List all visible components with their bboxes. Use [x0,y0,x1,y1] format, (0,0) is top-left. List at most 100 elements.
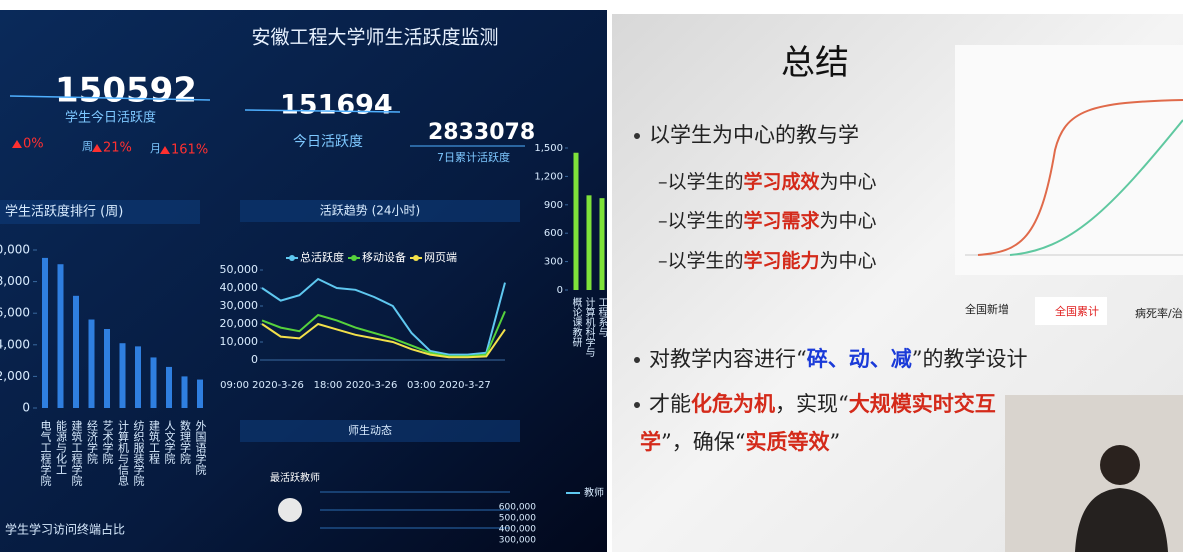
highlight: 学 [640,429,661,454]
person-body [1075,488,1168,552]
bar [42,257,48,408]
curve [977,99,1183,256]
y-tick-label: 40,000 [220,281,259,294]
slide-line: 才能化危为机，实现“大规模实时交互 [649,391,996,416]
dashboard-title: 安徽工程大学师生活跃度监测 [251,27,498,49]
bar [197,379,203,408]
y-tick-label: 0 [22,401,30,415]
text-part: –以学生的 [658,250,744,272]
text-part: 为中心 [820,171,877,193]
tick-label: 600,000 [499,503,536,513]
stat-label: 学生今日活跃度 [65,110,156,126]
up-arrow [160,146,170,154]
x-tick-label: 工程系与 [596,297,608,338]
bar [586,195,592,290]
y-tick-label: 10,000 [0,243,30,257]
y-tick-label: 4,000 [0,337,30,351]
highlight: 化危为机 [691,391,775,416]
x-tick-label: 计算机科学与 [583,296,595,358]
text-part: ”，确保“ [661,430,745,454]
stat-value: 151694 [280,90,393,121]
stat-label: 今日活跃度 [293,134,363,150]
bar [599,198,605,290]
bar [181,376,188,408]
legend-label: 总活跃度 [300,250,344,264]
section-header [240,420,520,442]
highlight: 大规模实时交互 [849,391,996,416]
stat-rule [9,95,211,101]
highlight: 碎、动、减 [807,346,912,371]
text-part: ”的教学设计 [912,347,1028,371]
x-tick-label: 数理学院 [179,420,192,464]
highlight: 学习能力 [744,249,820,272]
y-tick-label: 0 [557,285,563,296]
y-tick-label: 8,000 [0,274,30,288]
tick-label: 400,000 [499,525,536,535]
section-title: 活跃趋势 (24小时) [320,204,420,218]
stat-value: 150592 [55,71,197,111]
feed-label: 最活跃教师 [270,471,320,484]
text-part: 为中心 [820,250,877,272]
stat-period: 周 [82,140,93,153]
x-tick-label: 03:00 2020-3-27 [407,380,491,391]
bar [119,343,126,408]
bar [57,264,64,408]
bar [150,357,157,408]
highlight: 实质等效 [745,429,829,454]
slide-line: –以学生的学习需求为中心 [658,209,877,232]
y-tick-label: 30,000 [220,299,259,312]
bar [104,329,110,408]
bar [73,295,79,408]
highlight: 学习成效 [744,170,820,193]
stat-change: 161% [171,143,208,158]
tab-active-bg [1035,297,1107,325]
section-title: 学生学习访问终端占比 [5,522,125,537]
text-part: 才能 [649,392,691,416]
y-tick-label: 600 [544,228,563,239]
x-tick-label: 18:00 2020-3-26 [314,380,398,391]
stat-change: 21% [103,141,132,156]
section-title: 师生动态 [348,423,392,437]
x-tick-label: 能源与化工 [55,419,68,475]
slide-line: –以学生的学习能力为中心 [658,249,877,272]
legend-dot [413,255,419,261]
x-tick-label: 计算机与信息 [117,420,130,486]
section-header [0,200,200,224]
up-arrow [12,140,22,148]
y-tick-label: 900 [544,200,563,211]
section-header [240,200,520,222]
y-tick-label: 1,200 [534,171,563,182]
bar [573,152,579,290]
tick-label: 300,000 [499,536,536,546]
bar [166,366,172,408]
text-part: ，实现“ [775,392,849,416]
section-title: 学生活跃度排行 (周) [5,204,123,220]
slide-text: 以学生为中心的教与学–以学生的学习成效为中心–以学生的学习需求为中心–以学生的学… [634,123,1028,454]
bar [135,346,141,408]
text-part: 为中心 [820,210,877,232]
slide-line: 学”，确保“实质等效” [640,429,840,454]
bar [88,319,95,408]
text-part: 以学生为中心的教与学 [649,123,859,147]
stat-label: 7日累计活跃度 [437,150,510,164]
legend-label: 移动设备 [362,250,406,264]
slide-line: 对教学内容进行“碎、动、减”的教学设计 [649,346,1028,371]
y-tick-label: 10,000 [220,335,259,348]
avatar [278,498,302,522]
legend-dot [289,255,295,261]
text-part: –以学生的 [658,171,744,193]
dashboard-panel: 安徽工程大学师生活跃度监测 150592 学生今日活跃度 0% 周 21% 月 … [0,10,608,552]
dashboard-bg [0,10,607,552]
slide-title: 总结 [781,43,849,83]
slide-panel: 总结 全国新增 全国累计 病死率/治 以学生为中心的教与学–以学生的学习成效为中… [612,14,1183,552]
y-tick-label: 300 [544,257,563,268]
x-tick-label: 艺术学院 [101,420,114,464]
legend-dot [351,255,357,261]
y-tick-label: 1,500 [534,143,563,154]
x-tick-label: 电气工程学院 [39,420,52,486]
person-head [1100,445,1140,485]
x-tick-label: 经济学院 [86,420,99,464]
bullet [634,133,640,139]
slide-line: 以学生为中心的教与学 [649,123,859,147]
bullet [634,357,640,363]
